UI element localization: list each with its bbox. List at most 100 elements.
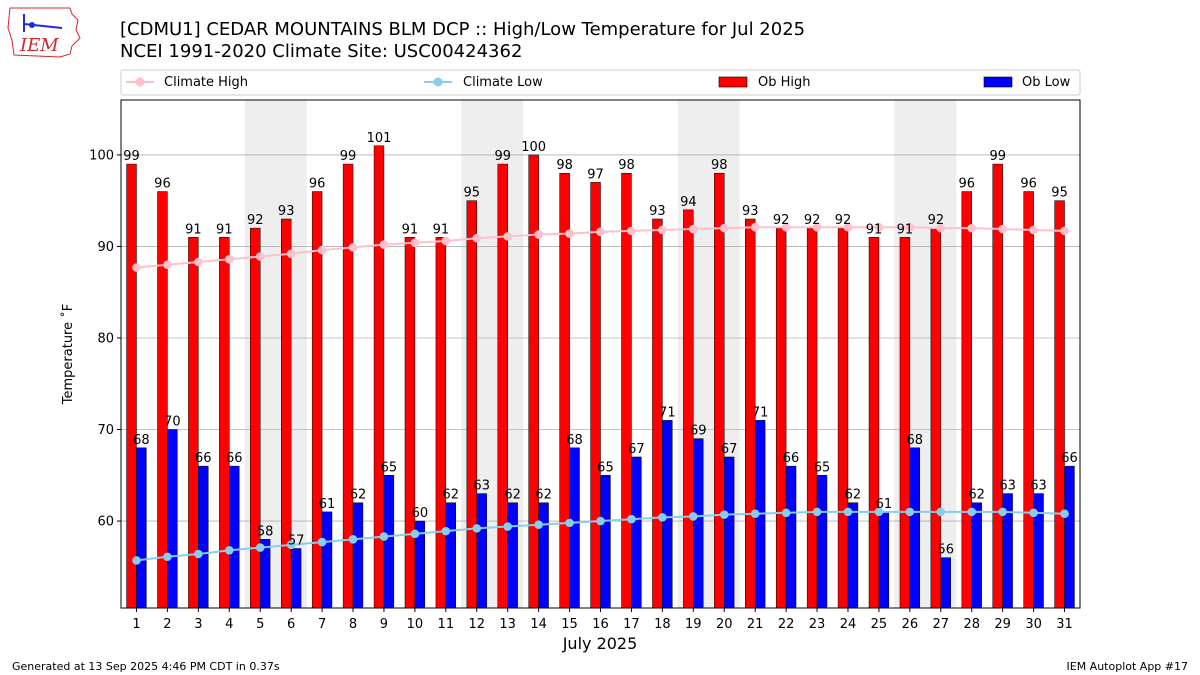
climate-high-point-day-6 [286,249,296,259]
ob-low-bar-day-15 [569,447,580,609]
x-tick-label-8: 8 [349,617,357,632]
climate-high-point-day-25 [874,222,884,232]
ob-high-label-day-26: 91 [897,222,914,237]
legend-ob-low-label: Ob Low [1022,75,1071,90]
x-tick-label-20: 20 [716,617,733,632]
ob-high-label-day-3: 91 [185,222,202,237]
climate-low-point-day-26 [905,507,915,517]
y-axis-label: Temperature ˚F [60,304,76,405]
x-tick-label-22: 22 [778,617,795,632]
ob-low-label-day-6: 57 [288,534,305,549]
climate-high-point-day-28 [967,223,977,233]
ob-low-label-day-30: 63 [1030,479,1047,494]
ob-high-bar-day-23 [806,227,818,609]
climate-high-point-day-7 [317,245,327,255]
climate-high-point-day-18 [658,225,667,235]
ob-high-label-day-13: 99 [494,149,511,164]
ob-high-label-day-20: 98 [711,158,728,173]
climate-high-point-day-2 [163,260,172,270]
climate-high-point-day-13 [503,232,512,241]
ob-low-label-day-13: 62 [504,488,521,503]
climate-high-point-day-29 [998,224,1007,234]
x-tick-label-25: 25 [871,617,888,632]
climate-high-point-day-30 [1029,225,1038,235]
ob-high-bar-day-14 [528,154,539,609]
x-tick-label-6: 6 [287,617,295,632]
legend-climate-low-marker [433,77,443,87]
climate-low-point-day-10 [410,529,420,539]
climate-high-point-day-26 [905,222,915,232]
ob-high-bar-day-22 [775,227,787,609]
ob-low-label-day-8: 62 [350,488,367,503]
ob-low-bar-day-8 [352,502,364,609]
ob-low-bar-day-14 [538,502,549,609]
x-tick-label-11: 11 [438,617,455,632]
x-tick-label-18: 18 [654,617,671,632]
climate-high-point-day-11 [441,236,451,246]
climate-high-point-day-22 [781,222,791,232]
ob-low-label-day-21: 71 [752,405,769,420]
app-note: IEM Autoplot App #17 [1067,660,1189,673]
ob-low-label-day-18: 71 [659,405,676,420]
ob-low-label-day-4: 66 [226,451,243,466]
chart-subtitle: NCEI 1991-2020 Climate Site: USC00424362 [120,41,522,62]
ob-high-label-day-27: 92 [928,213,945,228]
x-tick-label-5: 5 [256,617,264,632]
x-tick-label-9: 9 [380,617,388,632]
y-tick-label-80: 80 [97,331,114,346]
y-tick-label-100: 100 [89,148,114,163]
ob-low-label-day-26: 68 [907,433,924,448]
ob-low-bar-day-31 [1064,465,1075,609]
ob-high-label-day-4: 91 [216,222,233,237]
ob-high-bar-day-11 [435,237,447,609]
ob-low-label-day-15: 68 [566,433,583,448]
climate-low-point-day-22 [781,508,791,518]
climate-high-point-day-5 [255,252,265,261]
legend-frame [120,69,1081,96]
ob-low-bar-day-24 [847,502,859,609]
climate-high-point-day-21 [750,222,760,232]
climate-high-point-day-1 [132,263,141,272]
x-tick-label-26: 26 [902,617,919,632]
ob-low-label-day-19: 69 [690,424,707,439]
ob-low-label-day-7: 61 [319,497,336,512]
ob-high-label-day-8: 99 [340,149,357,164]
ob-low-label-day-3: 66 [195,451,212,466]
ob-low-label-day-27: 56 [937,543,954,558]
x-tick-label-3: 3 [194,617,202,632]
climate-low-point-day-31 [1060,509,1069,519]
legend-climate-high-marker [135,77,145,87]
climate-low-point-day-27 [936,507,946,517]
ob-high-label-day-31: 95 [1051,186,1068,201]
ob-low-bar-day-4 [229,465,240,609]
ob-high-bar-day-17 [621,172,632,609]
climate-low-point-day-21 [750,509,760,519]
legend-climate-low-label: Climate Low [463,75,543,90]
iowa-state-outline [7,7,81,58]
climate-low-point-day-1 [132,556,141,565]
climate-lines [132,222,1069,565]
ob-high-bar-day-20 [714,172,725,609]
ob-high-label-day-19: 94 [680,195,697,210]
ob-high-label-day-22: 92 [773,213,790,228]
ob-low-label-day-10: 60 [412,506,429,521]
climate-high-point-day-24 [843,222,853,232]
x-tick-label-16: 16 [592,617,609,632]
y-tick-label-70: 70 [97,423,114,438]
climate-high-point-day-20 [719,223,729,233]
x-tick-label-21: 21 [747,617,764,632]
climate-low-point-day-20 [719,510,729,519]
climate-high-point-day-10 [410,238,420,248]
climate-high-point-day-27 [936,223,946,233]
data-labels: 99 68 96 70 91 66 91 66 92 58 93 57 96 61 99 62 101 65 91 6… [123,131,1078,558]
ob-low-bar-day-26 [909,447,921,609]
ob-low-label-day-23: 65 [814,460,831,475]
ob-low-bar-day-27 [940,557,951,609]
ob-high-label-day-5: 92 [247,213,264,228]
ob-high-label-day-15: 98 [556,158,573,173]
ob-low-bar-day-17 [631,456,642,609]
ob-low-label-day-22: 66 [783,451,800,466]
climate-low-point-day-28 [967,507,977,517]
climate-low-point-day-24 [843,507,853,517]
